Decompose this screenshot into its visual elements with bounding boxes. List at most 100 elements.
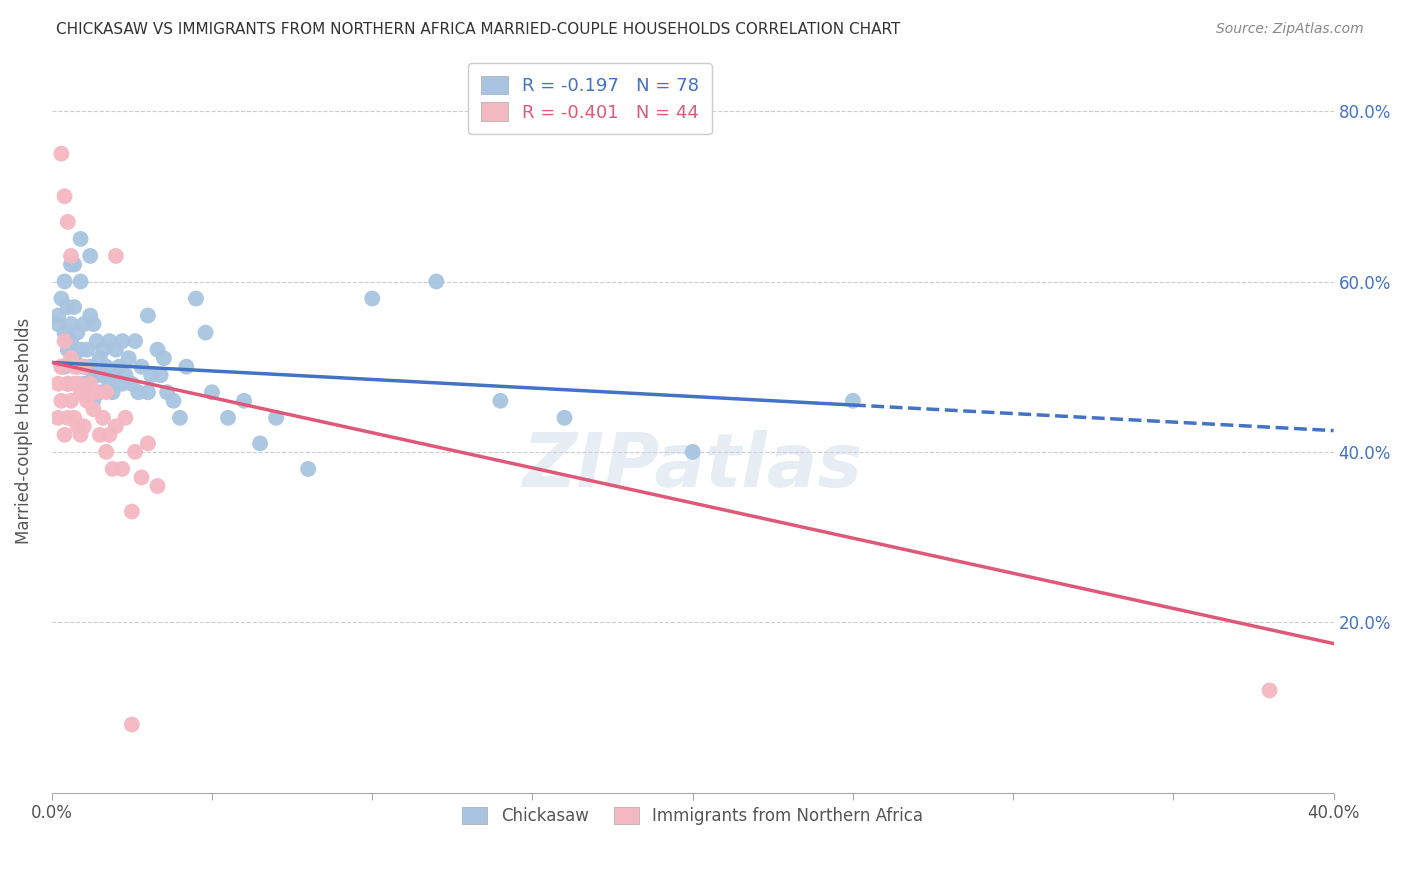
Point	[82, 393, 104, 408]
Point	[264, 410, 287, 425]
Point	[682, 445, 704, 459]
Legend: Chickasaw, Immigrants from Northern Africa: Chickasaw, Immigrants from Northern Afri…	[453, 797, 934, 835]
Point	[66, 359, 89, 374]
Point	[53, 359, 76, 374]
Y-axis label: Married-couple Households: Married-couple Households	[15, 318, 32, 544]
Point	[66, 376, 89, 391]
Point	[96, 445, 118, 459]
Point	[114, 368, 136, 383]
Point	[86, 334, 108, 348]
Point	[59, 393, 82, 408]
Point	[69, 232, 91, 246]
Point	[76, 385, 98, 400]
Point	[194, 326, 217, 340]
Point	[51, 359, 73, 374]
Point	[53, 334, 76, 348]
Point	[489, 393, 512, 408]
Point	[79, 376, 101, 391]
Point	[63, 410, 86, 425]
Point	[98, 427, 121, 442]
Point	[53, 275, 76, 289]
Point	[118, 351, 141, 366]
Point	[121, 717, 143, 731]
Point	[111, 462, 134, 476]
Point	[201, 385, 224, 400]
Point	[69, 385, 91, 400]
Point	[59, 257, 82, 271]
Point	[136, 385, 159, 400]
Point	[101, 462, 124, 476]
Point	[127, 385, 149, 400]
Point	[124, 334, 146, 348]
Point	[73, 419, 96, 434]
Point	[156, 385, 179, 400]
Point	[69, 343, 91, 357]
Point	[56, 343, 79, 357]
Point	[73, 317, 96, 331]
Point	[98, 376, 121, 391]
Point	[56, 300, 79, 314]
Point	[59, 317, 82, 331]
Point	[121, 376, 143, 391]
Point	[425, 275, 447, 289]
Point	[76, 393, 98, 408]
Point	[146, 479, 169, 493]
Point	[89, 427, 111, 442]
Point	[51, 292, 73, 306]
Point	[73, 359, 96, 374]
Point	[56, 376, 79, 391]
Point	[79, 309, 101, 323]
Point	[104, 368, 127, 383]
Point	[86, 368, 108, 383]
Point	[169, 410, 191, 425]
Point	[184, 292, 207, 306]
Point	[53, 326, 76, 340]
Point	[162, 393, 184, 408]
Point	[56, 410, 79, 425]
Point	[98, 334, 121, 348]
Point	[79, 249, 101, 263]
Point	[124, 445, 146, 459]
Point	[82, 317, 104, 331]
Point	[104, 249, 127, 263]
Point	[46, 317, 69, 331]
Point	[56, 215, 79, 229]
Point	[63, 359, 86, 374]
Point	[111, 334, 134, 348]
Point	[53, 189, 76, 203]
Point	[91, 368, 114, 383]
Point	[104, 343, 127, 357]
Point	[63, 376, 86, 391]
Point	[59, 351, 82, 366]
Point	[121, 504, 143, 518]
Point	[136, 309, 159, 323]
Text: Source: ZipAtlas.com: Source: ZipAtlas.com	[1216, 22, 1364, 37]
Point	[131, 359, 153, 374]
Point	[146, 343, 169, 357]
Point	[82, 402, 104, 417]
Point	[108, 359, 131, 374]
Point	[66, 376, 89, 391]
Point	[104, 419, 127, 434]
Point	[63, 351, 86, 366]
Point	[86, 385, 108, 400]
Point	[51, 359, 73, 374]
Point	[79, 359, 101, 374]
Point	[217, 410, 239, 425]
Point	[63, 300, 86, 314]
Point	[51, 146, 73, 161]
Point	[114, 410, 136, 425]
Point	[149, 368, 172, 383]
Point	[89, 351, 111, 366]
Point	[69, 427, 91, 442]
Point	[63, 257, 86, 271]
Point	[91, 410, 114, 425]
Point	[56, 376, 79, 391]
Point	[53, 427, 76, 442]
Point	[59, 334, 82, 348]
Point	[361, 292, 384, 306]
Point	[46, 410, 69, 425]
Point	[66, 419, 89, 434]
Text: ZIPatlas: ZIPatlas	[523, 430, 863, 503]
Text: CHICKASAW VS IMMIGRANTS FROM NORTHERN AFRICA MARRIED-COUPLE HOUSEHOLDS CORRELATI: CHICKASAW VS IMMIGRANTS FROM NORTHERN AF…	[56, 22, 901, 37]
